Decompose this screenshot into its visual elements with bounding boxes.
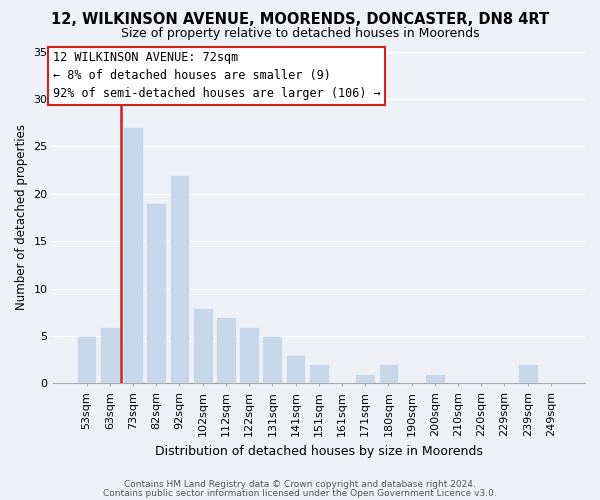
X-axis label: Distribution of detached houses by size in Moorends: Distribution of detached houses by size … <box>155 444 483 458</box>
Text: Contains HM Land Registry data © Crown copyright and database right 2024.: Contains HM Land Registry data © Crown c… <box>124 480 476 489</box>
Bar <box>518 364 538 384</box>
Bar <box>193 308 212 384</box>
Text: 12, WILKINSON AVENUE, MOORENDS, DONCASTER, DN8 4RT: 12, WILKINSON AVENUE, MOORENDS, DONCASTE… <box>51 12 549 28</box>
Bar <box>100 326 119 384</box>
Bar <box>286 355 305 384</box>
Bar <box>262 336 282 384</box>
Bar <box>355 374 375 384</box>
Bar <box>77 336 97 384</box>
Text: 12 WILKINSON AVENUE: 72sqm
← 8% of detached houses are smaller (9)
92% of semi-d: 12 WILKINSON AVENUE: 72sqm ← 8% of detac… <box>53 52 380 100</box>
Bar <box>216 317 236 384</box>
Bar <box>309 364 329 384</box>
Bar <box>146 203 166 384</box>
Y-axis label: Number of detached properties: Number of detached properties <box>15 124 28 310</box>
Bar <box>425 374 445 384</box>
Bar <box>379 364 398 384</box>
Bar <box>123 128 143 384</box>
Text: Size of property relative to detached houses in Moorends: Size of property relative to detached ho… <box>121 28 479 40</box>
Text: Contains public sector information licensed under the Open Government Licence v3: Contains public sector information licen… <box>103 488 497 498</box>
Bar <box>170 175 190 384</box>
Bar <box>239 326 259 384</box>
